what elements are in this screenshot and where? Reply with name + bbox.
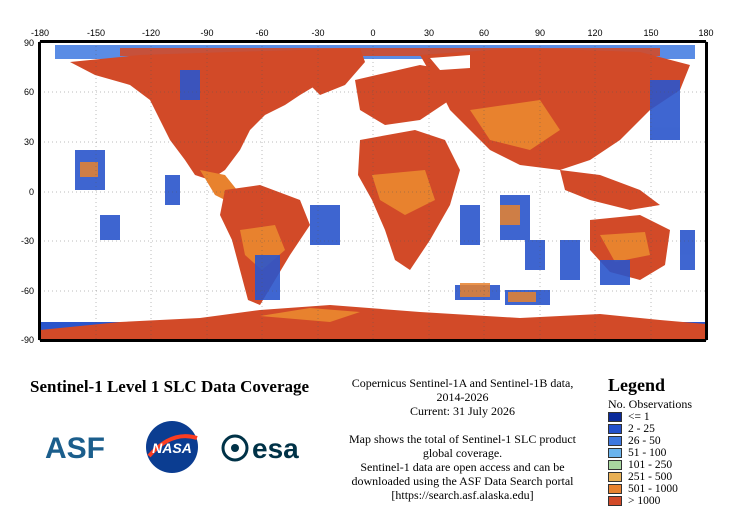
map-title: Sentinel-1 Level 1 SLC Data Coverage	[30, 377, 310, 396]
legend-swatch	[608, 424, 622, 434]
legend-swatch	[608, 484, 622, 494]
legend-label: 101 - 250	[628, 459, 673, 471]
info-line: downloaded using the ASF Data Search por…	[351, 474, 574, 488]
info-line: 2014-2026	[436, 390, 489, 404]
legend-swatch	[608, 448, 622, 458]
legend-item: 51 - 100	[608, 447, 748, 459]
legend-item: 2 - 25	[608, 423, 748, 435]
y-tick: 60	[24, 87, 34, 97]
svg-text:NASA: NASA	[152, 440, 192, 456]
bottom-frame-band	[40, 339, 706, 342]
x-tick: 0	[370, 28, 375, 38]
legend-swatch	[608, 436, 622, 446]
x-tick: 120	[587, 28, 602, 38]
y-tick: -30	[21, 236, 34, 246]
x-tick: 150	[643, 28, 658, 38]
y-tick: 30	[24, 137, 34, 147]
info-line: global coverage.	[422, 446, 503, 460]
asf-logo: ASF	[45, 432, 105, 465]
coverage-map: -180 -150 -120 -90 -60 -30 0 30 60 90 12…	[21, 28, 714, 345]
right-frame-band	[705, 42, 708, 340]
y-tick: -90	[21, 335, 34, 345]
asia	[420, 48, 690, 170]
graticule	[40, 42, 706, 340]
legend-title: Legend	[608, 375, 666, 395]
left-frame-band	[38, 42, 41, 340]
esa-logo: esa	[221, 433, 299, 464]
legend-label: > 1000	[628, 495, 661, 507]
legend-swatch	[608, 412, 622, 422]
x-axis-labels: -180 -150 -120 -90 -60 -30 0 30 60 90 12…	[31, 28, 714, 38]
legend-subtitle: No. Observations	[608, 397, 692, 411]
info-line: Copernicus Sentinel-1A and Sentinel-1B d…	[351, 376, 574, 390]
x-tick: -90	[200, 28, 213, 38]
legend-label: <= 1	[628, 411, 650, 423]
y-axis-labels: 90 60 30 0 -30 -60 -90	[21, 38, 34, 345]
legend-label: 26 - 50	[628, 435, 661, 447]
top-frame-band	[40, 40, 706, 43]
legend-item: 26 - 50	[608, 435, 748, 447]
europe	[355, 65, 460, 125]
y-tick: 0	[29, 187, 34, 197]
x-tick: -60	[255, 28, 268, 38]
legend-label: 51 - 100	[628, 447, 667, 459]
info-text: Copernicus Sentinel-1A and Sentinel-1B d…	[325, 376, 600, 502]
legend-item: 101 - 250	[608, 459, 748, 471]
map-canvas: -180 -150 -120 -90 -60 -30 0 30 60 90 12…	[21, 28, 714, 345]
legend-label: 501 - 1000	[628, 483, 678, 495]
info-line: Current: 31 July 2026	[410, 404, 515, 418]
legend-item: <= 1	[608, 411, 748, 423]
x-tick: -30	[311, 28, 324, 38]
north-america	[70, 50, 335, 180]
ocean-orange-patches	[80, 162, 536, 302]
info-line: Sentinel-1 data are open access and can …	[360, 460, 565, 474]
info-line: Map shows the total of Sentinel-1 SLC pr…	[349, 432, 576, 446]
svg-text:esa: esa	[252, 433, 299, 464]
x-tick: -120	[142, 28, 160, 38]
legend-label: 2 - 25	[628, 423, 655, 435]
x-tick: -150	[87, 28, 105, 38]
legend-item: 501 - 1000	[608, 483, 748, 495]
legend-label: 251 - 500	[628, 471, 673, 483]
legend-item: 251 - 500	[608, 471, 748, 483]
info-line: [https://search.asf.alaska.edu]	[391, 488, 534, 502]
legend-swatch	[608, 496, 622, 506]
legend-item: > 1000	[608, 495, 748, 507]
legend-swatch	[608, 472, 622, 482]
legend-swatch	[608, 460, 622, 470]
logo-row: ASF NASA esa	[45, 420, 315, 475]
nasa-logo: NASA	[146, 421, 198, 473]
svg-text:ASF: ASF	[45, 432, 105, 465]
southeast-asia	[560, 170, 660, 210]
x-tick: -180	[31, 28, 49, 38]
x-tick: 30	[424, 28, 434, 38]
x-tick: 90	[535, 28, 545, 38]
x-tick: 180	[698, 28, 713, 38]
y-tick: -60	[21, 286, 34, 296]
greenland	[300, 48, 365, 95]
y-tick: 90	[24, 38, 34, 48]
x-tick: 60	[479, 28, 489, 38]
